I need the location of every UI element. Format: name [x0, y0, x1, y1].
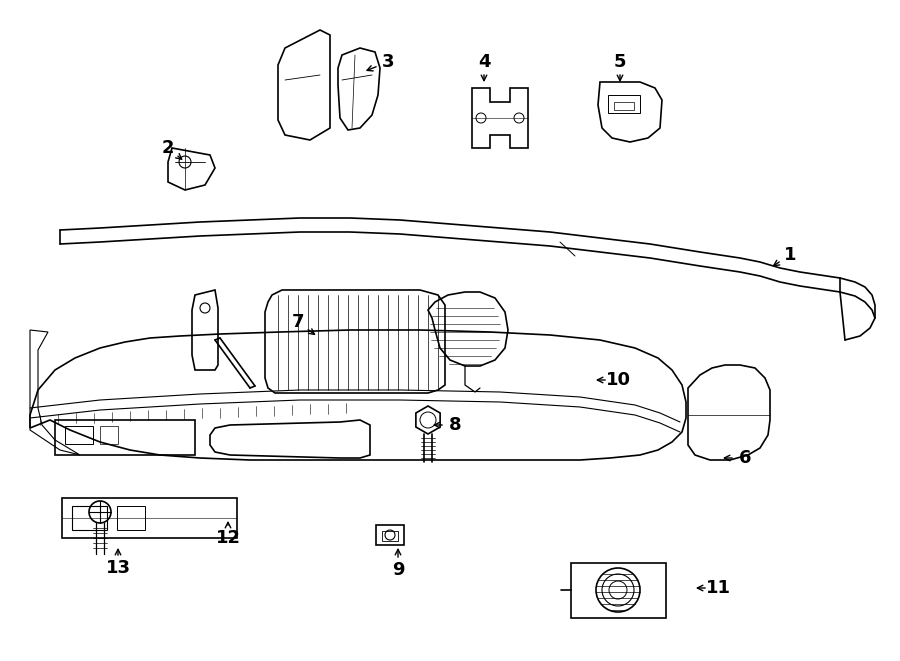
Text: 9: 9 — [392, 561, 404, 579]
Bar — [100, 426, 118, 444]
Text: 10: 10 — [606, 371, 631, 389]
Text: 7: 7 — [292, 313, 304, 331]
Bar — [65, 426, 93, 444]
Text: 12: 12 — [215, 529, 240, 547]
Text: 1: 1 — [784, 246, 796, 264]
Bar — [62, 498, 237, 538]
Bar — [608, 95, 640, 113]
Bar — [614, 102, 634, 110]
Text: 4: 4 — [478, 53, 491, 71]
Text: 13: 13 — [105, 559, 130, 577]
Text: 2: 2 — [162, 139, 175, 157]
Bar — [382, 531, 398, 541]
Text: 3: 3 — [382, 53, 394, 71]
Text: 8: 8 — [449, 416, 462, 434]
Text: 6: 6 — [739, 449, 752, 467]
Bar — [571, 563, 666, 618]
Bar — [72, 506, 107, 530]
Text: 5: 5 — [614, 53, 626, 71]
Bar — [376, 525, 404, 545]
Bar — [117, 506, 145, 530]
Text: 11: 11 — [706, 579, 731, 597]
